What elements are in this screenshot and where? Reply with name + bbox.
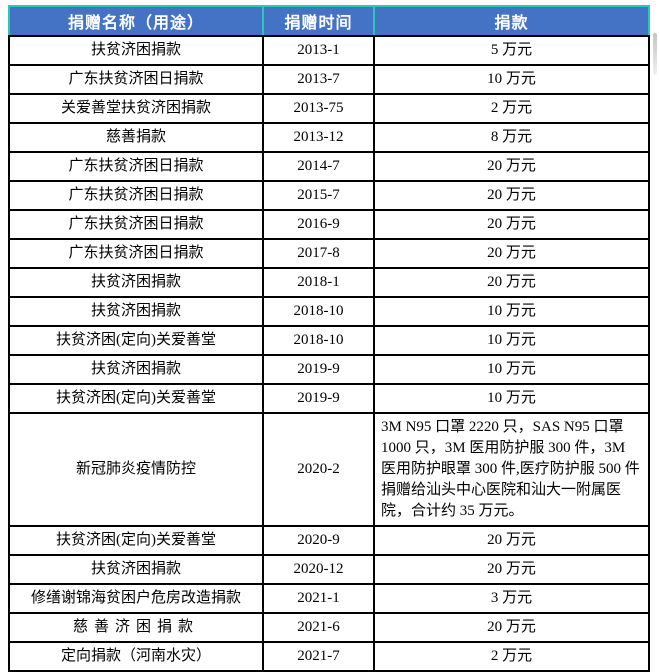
cell-amount: 10 万元 (373, 296, 650, 327)
cell-amount: 20 万元 (373, 238, 650, 269)
cell-name: 扶贫济困(定向)关爱善堂 (8, 325, 264, 356)
cell-name: 广东扶贫济困日捐款 (8, 209, 264, 240)
cell-amount: 20 万元 (373, 554, 650, 585)
table-row: 关爱善堂扶贫济困捐款 2013-75 2 万元 (8, 93, 650, 124)
table-row: 扶贫济困捐款 2018-10 10 万元 (8, 296, 650, 327)
cell-time: 2014-7 (262, 151, 375, 182)
table-row: 广东扶贫济困日捐款 2016-9 20 万元 (8, 209, 650, 240)
cell-name: 修缮谢锦海贫困户危房改造捐款 (8, 583, 264, 614)
cell-name: 扶贫济困捐款 (8, 354, 264, 385)
cell-time: 2021-6 (262, 612, 375, 643)
cell-time: 2018-10 (262, 325, 375, 356)
cell-name: 扶贫济困(定向)关爱善堂 (8, 525, 264, 556)
cell-name: 关爱善堂扶贫济困捐款 (8, 93, 264, 124)
table-row: 扶贫济困(定向)关爱善堂 2019-9 10 万元 (8, 383, 650, 414)
donation-table-header: 捐赠名称（用途） 捐赠时间 捐款 (8, 5, 650, 37)
cell-time: 2019-9 (262, 354, 375, 385)
cell-time: 2013-7 (262, 64, 375, 95)
table-row: 广东扶贫济困日捐款 2013-7 10 万元 (8, 64, 650, 95)
cell-time: 2020-12 (262, 554, 375, 585)
table-row: 广东扶贫济困日捐款 2017-8 20 万元 (8, 238, 650, 269)
table-row: 扶贫济困捐款 2019-9 10 万元 (8, 354, 650, 385)
cell-amount: 2 万元 (373, 641, 650, 672)
cell-amount: 20 万元 (373, 180, 650, 211)
cell-time: 2019-9 (262, 383, 375, 414)
table-row: 扶贫济困(定向)关爱善堂 2020-9 20 万元 (8, 525, 650, 556)
cell-amount: 20 万元 (373, 267, 650, 298)
cell-amount: 3 万元 (373, 583, 650, 614)
cell-amount: 20 万元 (373, 612, 650, 643)
cell-amount: 10 万元 (373, 383, 650, 414)
cell-time: 2013-12 (262, 122, 375, 153)
cell-amount: 20 万元 (373, 151, 650, 182)
cell-name: 新冠肺炎疫情防控 (8, 412, 264, 527)
cell-time: 2015-7 (262, 180, 375, 211)
column-header-donation-time: 捐赠时间 (262, 5, 375, 37)
cell-name: 慈善捐款 (8, 122, 264, 153)
header-row: 捐赠名称（用途） 捐赠时间 捐款 (8, 5, 650, 37)
cell-time: 2020-9 (262, 525, 375, 556)
cell-amount: 10 万元 (373, 325, 650, 356)
cell-amount: 3M N95 口罩 2220 只，SAS N95 口罩 1000 只，3M 医用… (373, 412, 650, 527)
cell-amount: 10 万元 (373, 354, 650, 385)
table-row: 慈善济困捐款 2021-6 20 万元 (8, 612, 650, 643)
table-row: 扶贫济困(定向)关爱善堂 2018-10 10 万元 (8, 325, 650, 356)
cell-name: 广东扶贫济困日捐款 (8, 64, 264, 95)
cell-time: 2021-7 (262, 641, 375, 672)
cell-time: 2020-2 (262, 412, 375, 527)
cell-time: 2018-10 (262, 296, 375, 327)
cell-name: 慈善济困捐款 (8, 612, 264, 643)
cell-time: 2013-75 (262, 93, 375, 124)
donation-table-container: 捐赠名称（用途） 捐赠时间 捐款 扶贫济困捐款 2013-1 5 万元 广东扶贫济困日… (8, 5, 650, 672)
cell-time: 2021-1 (262, 583, 375, 614)
cell-name: 扶贫济困(定向)关爱善堂 (8, 383, 264, 414)
table-row: 扶贫济困捐款 2018-1 20 万元 (8, 267, 650, 298)
cell-time: 2016-9 (262, 209, 375, 240)
cell-amount: 20 万元 (373, 209, 650, 240)
table-row: 定向捐款（河南水灾） 2021-7 2 万元 (8, 641, 650, 672)
cell-time: 2017-8 (262, 238, 375, 269)
cell-amount: 10 万元 (373, 64, 650, 95)
cell-name: 扶贫济困捐款 (8, 267, 264, 298)
cell-amount: 20 万元 (373, 525, 650, 556)
cell-name: 扶贫济困捐款 (8, 554, 264, 585)
table-row: 扶贫济困捐款 2013-1 5 万元 (8, 35, 650, 66)
table-row: 慈善捐款 2013-12 8 万元 (8, 122, 650, 153)
cell-time: 2013-1 (262, 35, 375, 66)
cell-time: 2018-1 (262, 267, 375, 298)
column-header-donation-name: 捐赠名称（用途） (8, 5, 264, 37)
cell-name: 定向捐款（河南水灾） (8, 641, 264, 672)
table-row: 修缮谢锦海贫困户危房改造捐款 2021-1 3 万元 (8, 583, 650, 614)
cell-amount: 2 万元 (373, 93, 650, 124)
donation-table: 捐赠名称（用途） 捐赠时间 捐款 扶贫济困捐款 2013-1 5 万元 广东扶贫济困日… (8, 5, 650, 672)
cell-name: 扶贫济困捐款 (8, 35, 264, 66)
cell-name: 扶贫济困捐款 (8, 296, 264, 327)
cell-amount: 8 万元 (373, 122, 650, 153)
vertical-scrollbar-thumb[interactable] (653, 33, 657, 75)
table-row: 广东扶贫济困日捐款 2014-7 20 万元 (8, 151, 650, 182)
cell-name: 广东扶贫济困日捐款 (8, 180, 264, 211)
cell-name: 广东扶贫济困日捐款 (8, 151, 264, 182)
table-row: 扶贫济困捐款 2020-12 20 万元 (8, 554, 650, 585)
donation-table-body: 扶贫济困捐款 2013-1 5 万元 广东扶贫济困日捐款 2013-7 10 万元 关爱善堂… (8, 35, 650, 672)
cell-name: 广东扶贫济困日捐款 (8, 238, 264, 269)
table-row: 广东扶贫济困日捐款 2015-7 20 万元 (8, 180, 650, 211)
cell-amount: 5 万元 (373, 35, 650, 66)
column-header-donation-amount: 捐款 (373, 5, 650, 37)
table-row: 新冠肺炎疫情防控 2020-2 3M N95 口罩 2220 只，SAS N95 口… (8, 412, 650, 527)
